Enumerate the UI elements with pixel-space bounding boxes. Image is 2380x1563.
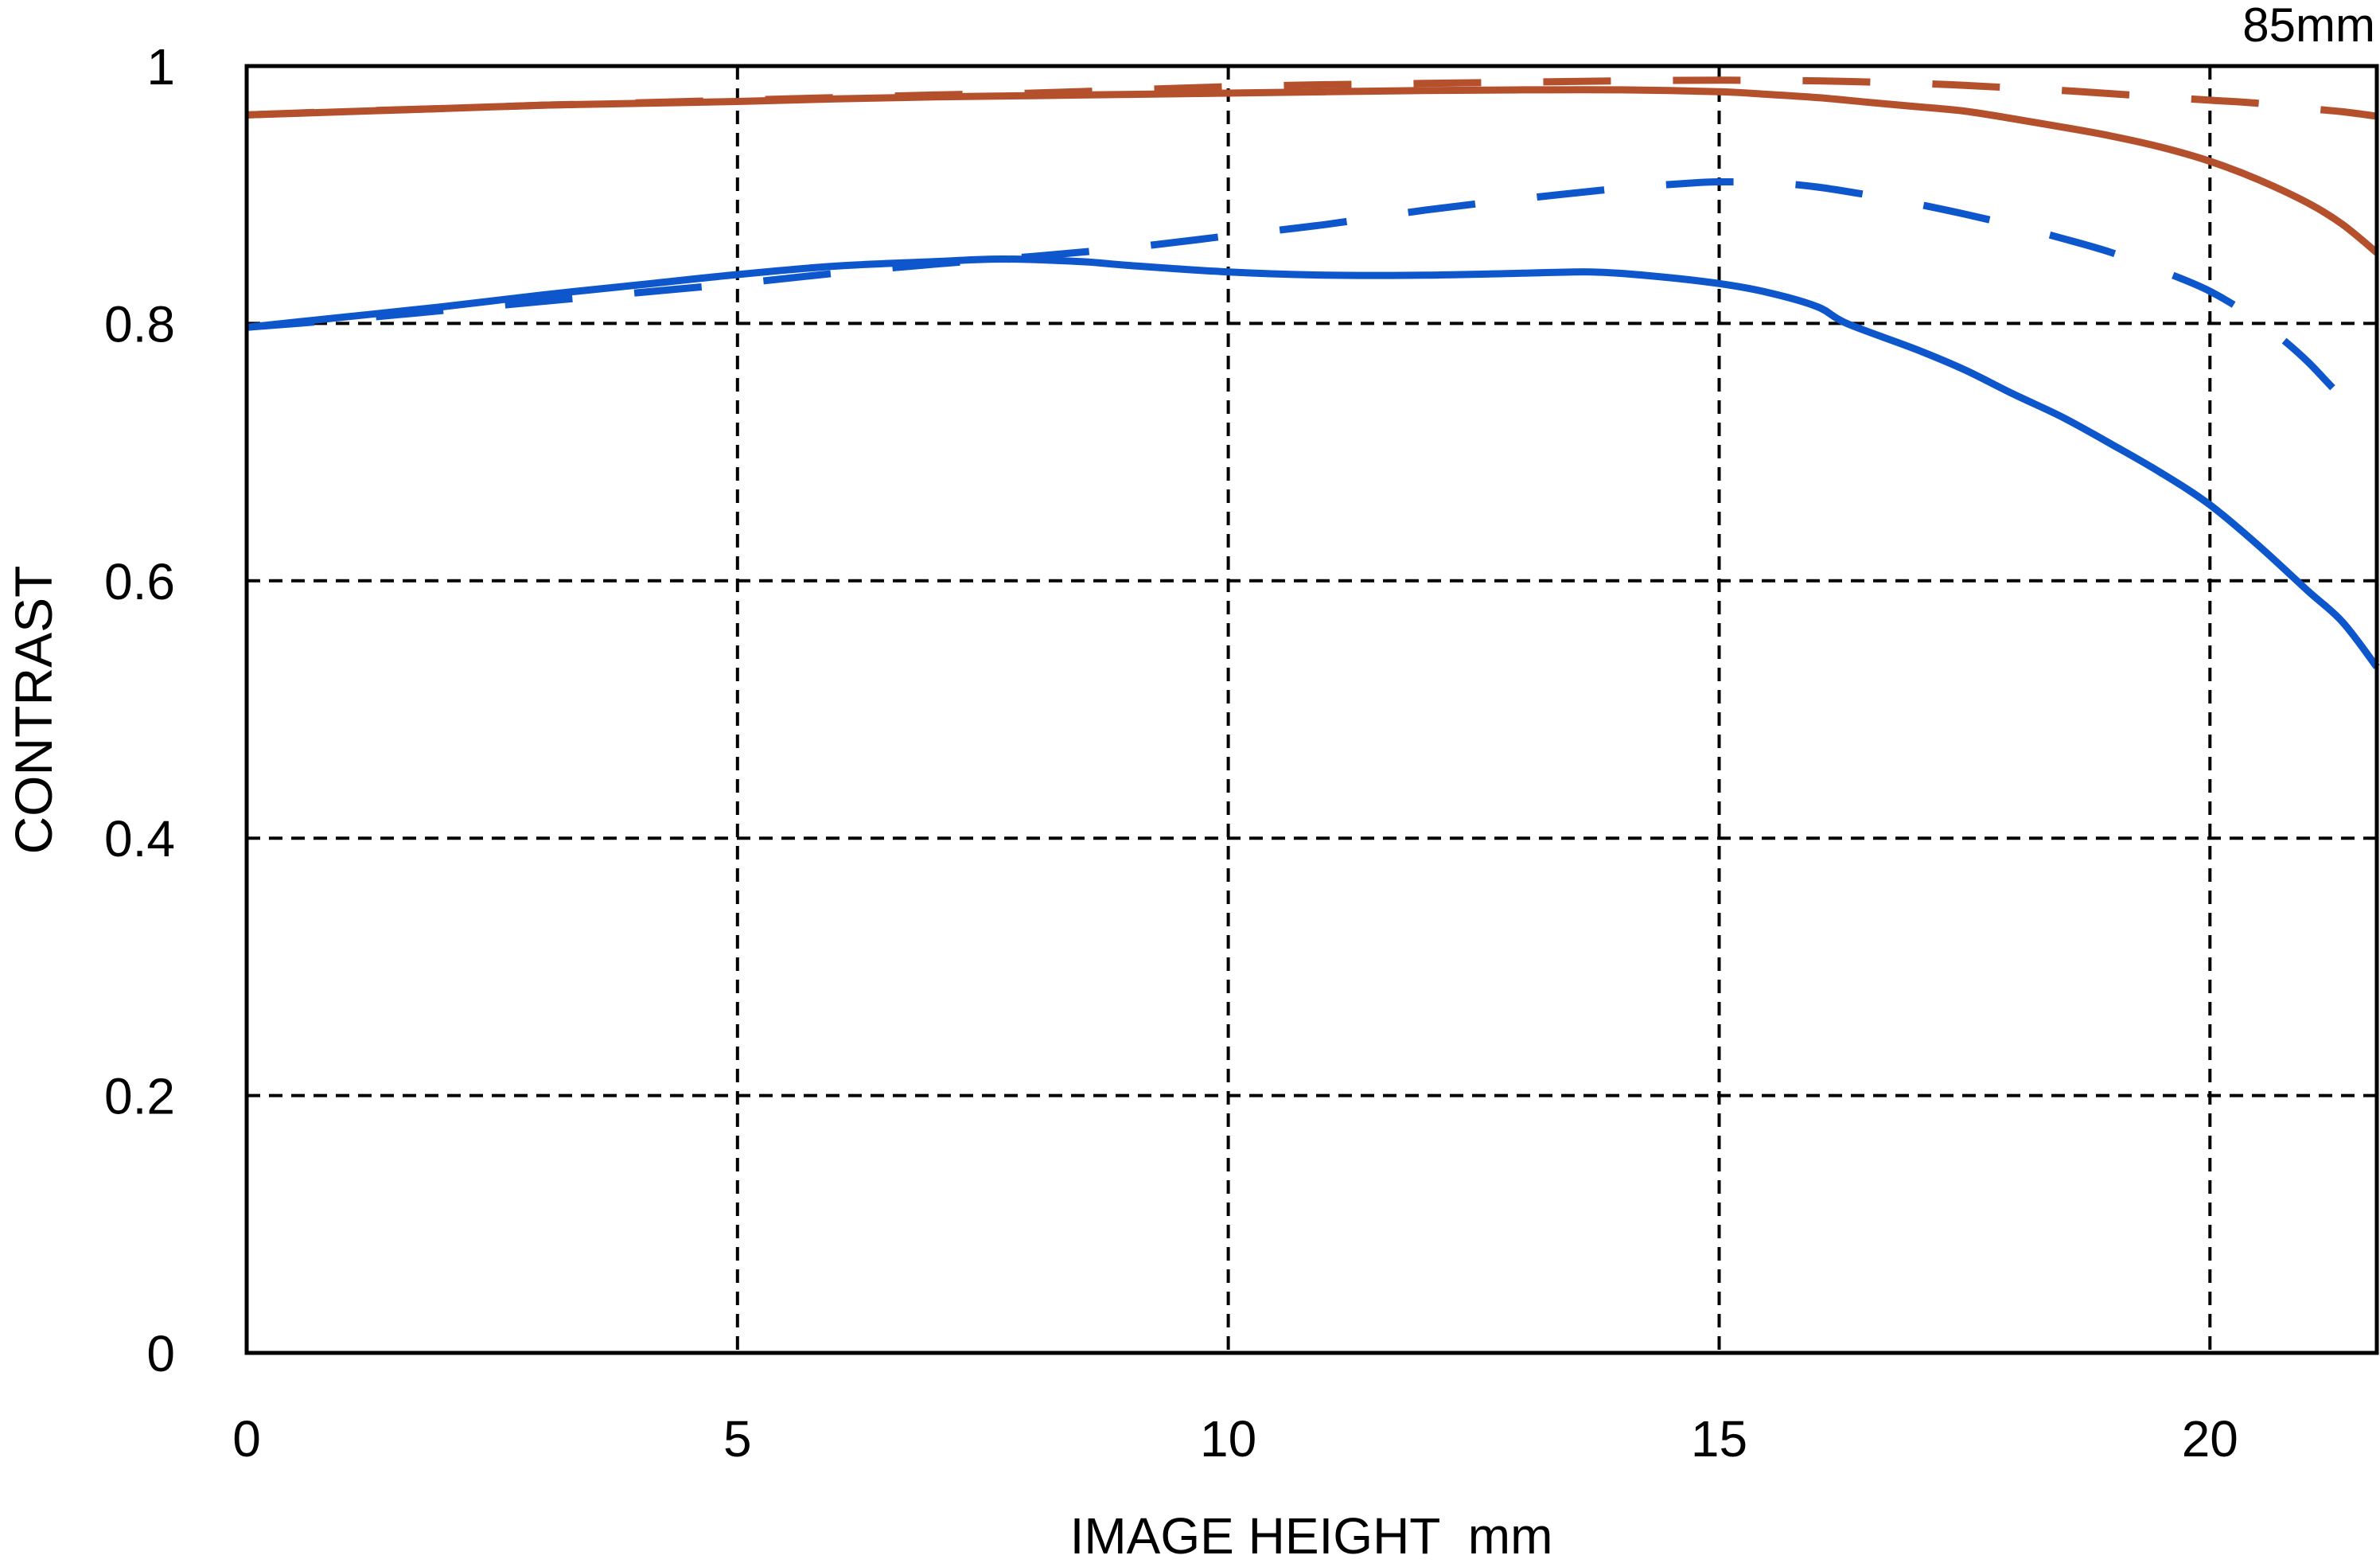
y-tick-label: 0 xyxy=(146,1325,175,1382)
x-tick-label: 5 xyxy=(723,1410,752,1468)
focal-length-label: 85mm xyxy=(2242,0,2375,52)
curve-blue-dashed xyxy=(246,177,2380,435)
x-tick-label: 15 xyxy=(1691,1410,1747,1468)
x-tick-label: 10 xyxy=(1200,1410,1256,1468)
curve-blue-solid xyxy=(246,255,2380,669)
plot-border xyxy=(244,64,2379,1355)
y-tick-label: 0.4 xyxy=(104,810,175,867)
x-axis-title: IMAGE HEIGHT mm xyxy=(1069,1507,1553,1563)
y-axis-title: CONTRAST xyxy=(4,565,63,855)
y-tick-label: 1 xyxy=(146,38,175,95)
x-tick-label: 20 xyxy=(2182,1410,2238,1468)
y-tick-label: 0.8 xyxy=(104,295,175,353)
y-tick-label: 0.6 xyxy=(104,553,175,610)
y-tick-label: 0.2 xyxy=(104,1068,175,1125)
x-tick-label: 0 xyxy=(232,1410,261,1468)
curve-red-dashed xyxy=(246,76,2378,120)
